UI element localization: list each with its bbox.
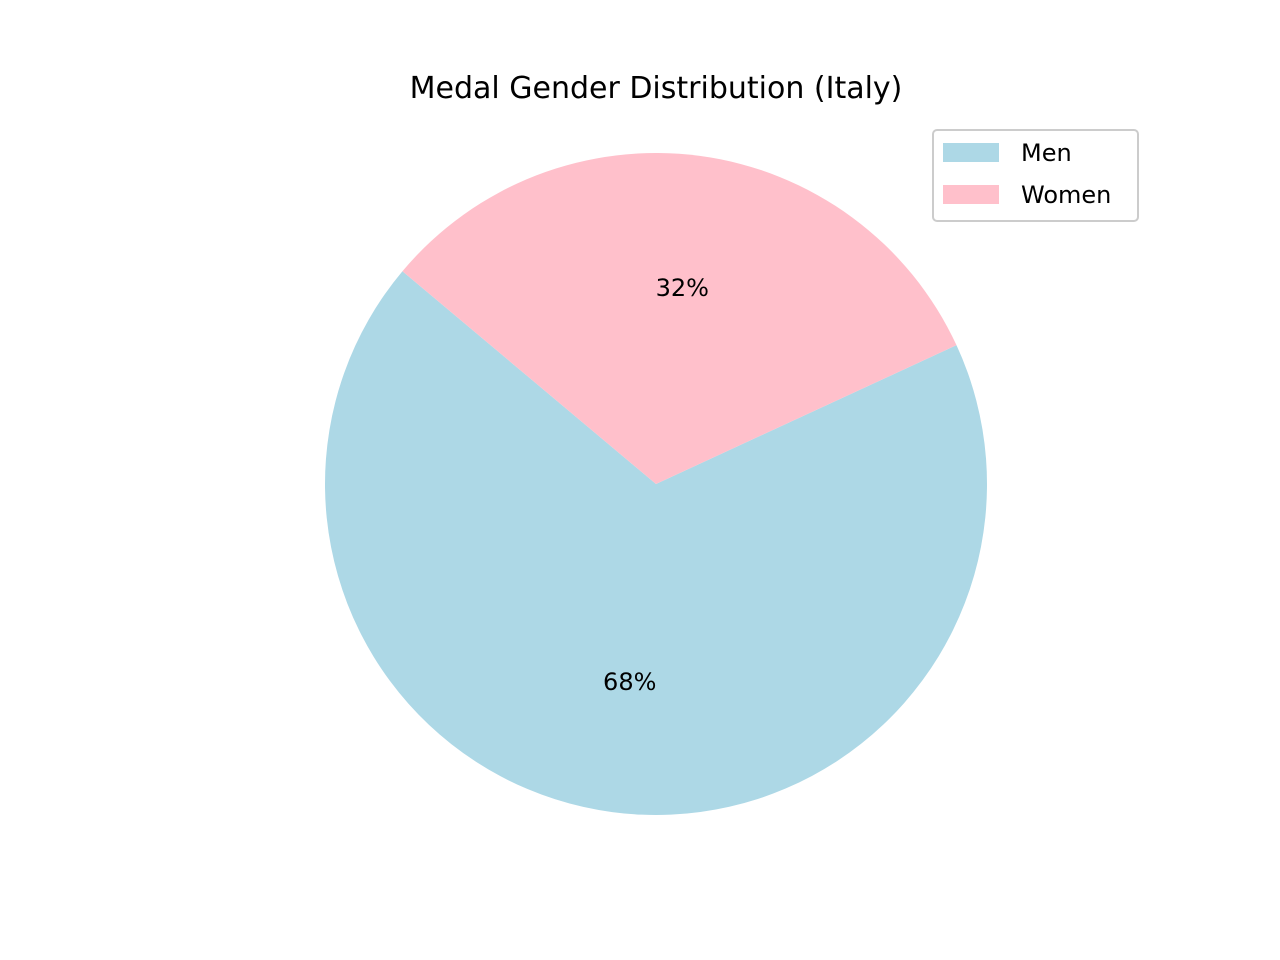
pie-percent-label-men: 68% — [603, 668, 656, 696]
pie-percent-labels: 68% 32% — [603, 274, 709, 696]
chart-title: Medal Gender Distribution (Italy) — [410, 71, 903, 106]
pie-percent-label-women: 32% — [656, 274, 709, 302]
pie-slice-men — [325, 271, 988, 815]
legend-swatch-men — [943, 143, 999, 162]
legend-label-women: Women — [1021, 181, 1111, 209]
pie-slice-women — [402, 152, 957, 484]
legend-swatch-women — [943, 185, 999, 204]
legend: Men Women — [932, 129, 1139, 222]
pie-slices — [325, 152, 988, 815]
legend-label-men: Men — [1021, 139, 1072, 167]
